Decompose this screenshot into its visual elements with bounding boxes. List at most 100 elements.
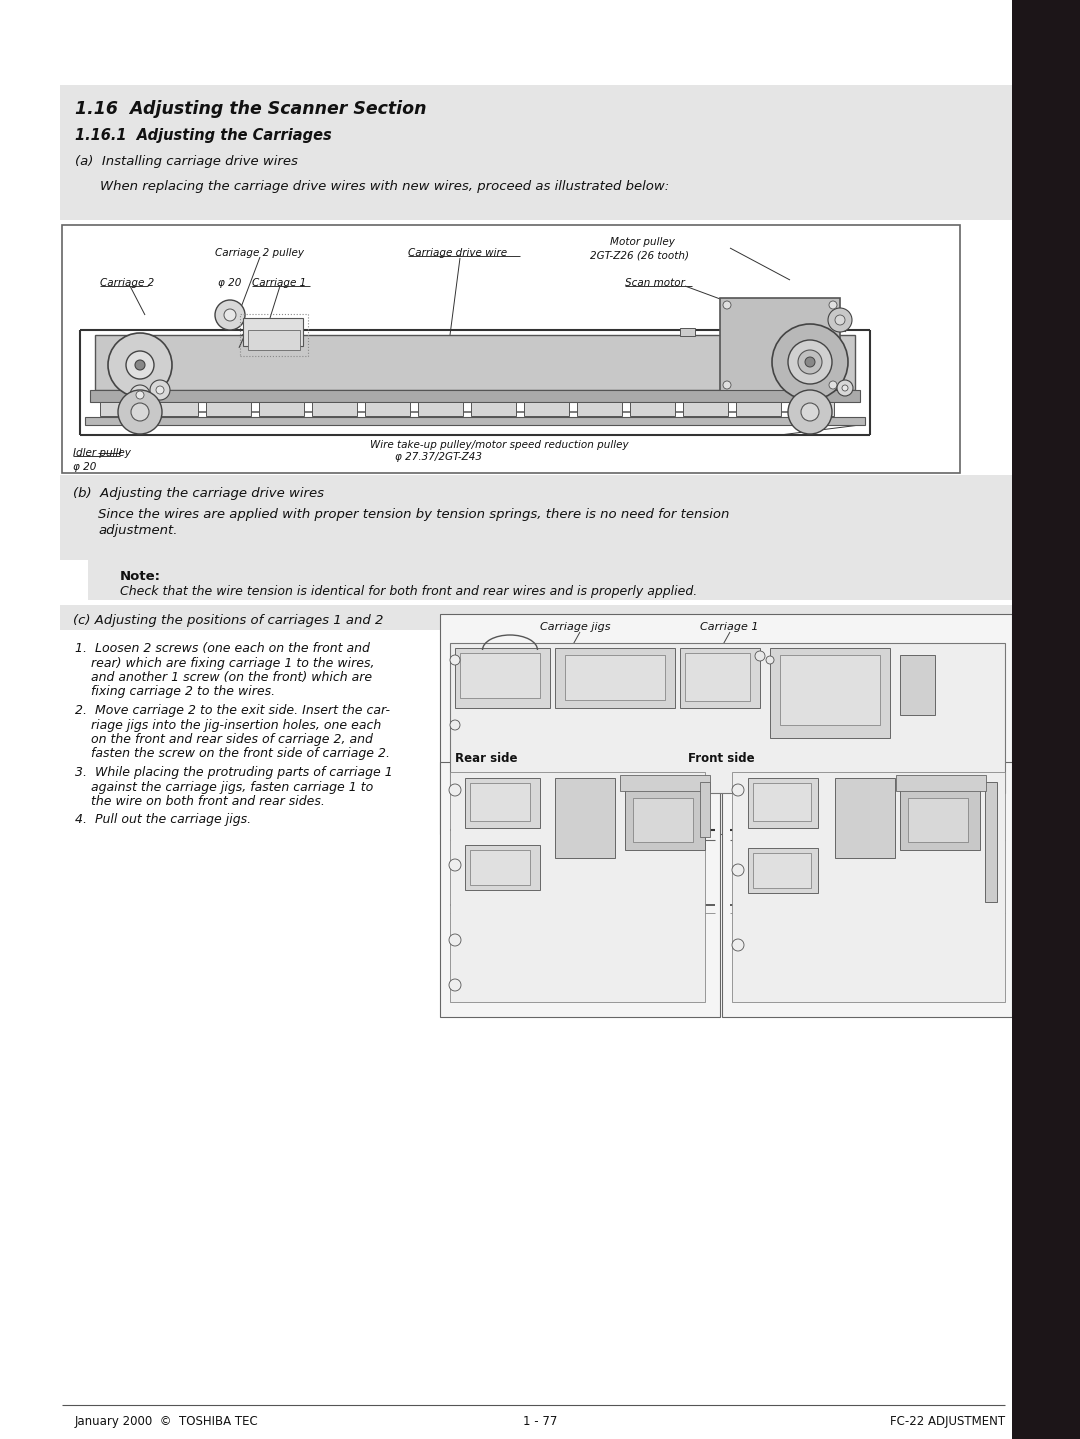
Text: Check that the wire tension is identical for both front and rear wires and is pr: Check that the wire tension is identical… [120,586,698,599]
Bar [450,771,705,1002]
Circle shape [798,350,822,374]
Bar [206,401,251,416]
Bar [0,0,1080,85]
Bar [753,853,811,888]
Circle shape [156,386,164,394]
Bar [555,648,675,708]
Circle shape [150,380,170,400]
Text: Note:: Note: [120,570,161,583]
Text: Front side: Front side [688,753,755,766]
Circle shape [118,390,162,435]
Circle shape [126,351,154,378]
Text: (c) Adjusting the positions of carriages 1 and 2: (c) Adjusting the positions of carriages… [73,614,383,627]
Text: Idler pulley: Idler pulley [73,448,131,458]
Bar [248,330,300,350]
Bar [620,776,710,791]
Text: fasten the screw on the front side of carriage 2.: fasten the screw on the front side of ca… [75,747,390,760]
Circle shape [450,720,460,730]
Bar [90,390,860,401]
Bar [732,771,1005,1002]
Circle shape [449,784,461,796]
Bar [770,648,890,738]
Bar [471,401,516,416]
Text: φ 20: φ 20 [218,278,241,288]
Bar [440,614,1012,835]
Bar [460,653,540,698]
Bar [555,778,615,858]
Text: January 2000  ©  TOSHIBA TEC: January 2000 © TOSHIBA TEC [75,1415,259,1427]
Bar [440,763,720,1017]
Text: 4.  Pull out the carriage jigs.: 4. Pull out the carriage jigs. [75,813,252,826]
Text: riage jigs into the jig-insertion holes, one each: riage jigs into the jig-insertion holes,… [75,718,381,731]
Bar [720,298,840,393]
Bar [680,328,696,335]
Circle shape [828,308,852,332]
Circle shape [449,979,461,991]
Text: 1 - 77: 1 - 77 [523,1415,557,1427]
Text: φ 27.37/2GT-Z43: φ 27.37/2GT-Z43 [395,452,482,462]
Circle shape [130,386,150,404]
Text: Carriage 1: Carriage 1 [252,278,307,288]
Bar [577,401,622,416]
Text: 1.16  Adjusting the Scanner Section: 1.16 Adjusting the Scanner Section [75,99,427,118]
Circle shape [805,357,815,367]
Bar [683,401,728,416]
Bar [896,776,986,791]
Text: Carriage drive wire: Carriage drive wire [408,248,508,258]
Text: fixing carriage 2 to the wires.: fixing carriage 2 to the wires. [75,685,275,698]
Circle shape [215,299,245,330]
Circle shape [766,656,774,663]
Bar [87,550,1012,600]
Circle shape [732,863,744,876]
Circle shape [136,391,144,399]
Bar [240,314,308,355]
Circle shape [723,301,731,309]
Bar [312,401,357,416]
Bar [450,643,1005,793]
Bar [470,850,530,885]
Circle shape [829,381,837,389]
Bar [735,401,781,416]
Bar [455,648,550,708]
Circle shape [829,301,837,309]
Text: and another 1 screw (on the front) which are: and another 1 screw (on the front) which… [75,671,373,684]
Bar [365,401,410,416]
Bar [985,781,997,902]
Circle shape [837,380,853,396]
Circle shape [788,340,832,384]
Bar [685,653,750,701]
Text: Wire take-up pulley/motor speed reduction pulley: Wire take-up pulley/motor speed reductio… [370,440,629,450]
Circle shape [842,386,848,391]
Text: adjustment.: adjustment. [98,524,177,537]
Bar [900,655,935,715]
Bar [465,778,540,827]
Text: Since the wires are applied with proper tension by tension springs, there is no : Since the wires are applied with proper … [98,508,729,521]
Bar [1012,0,1080,400]
Bar [95,335,855,390]
Bar [700,781,710,837]
Bar [565,655,665,699]
Bar [753,783,811,822]
Bar [153,401,198,416]
Bar [418,401,463,416]
Text: 2GT-Z26 (26 tooth): 2GT-Z26 (26 tooth) [590,250,689,260]
Bar [243,318,303,345]
Circle shape [788,390,832,435]
Text: Rear side: Rear side [455,753,517,766]
Circle shape [450,655,460,665]
Text: 3.  While placing the protruding parts of carriage 1: 3. While placing the protruding parts of… [75,766,393,778]
Bar [60,604,1012,630]
Bar [62,224,960,473]
Text: on the front and rear sides of carriage 2, and: on the front and rear sides of carriage … [75,732,373,745]
Bar [723,763,1012,1017]
Bar [60,85,1012,220]
Bar [259,401,303,416]
Bar [465,845,540,889]
Text: (b)  Adjusting the carriage drive wires: (b) Adjusting the carriage drive wires [73,486,324,499]
Bar [60,475,1012,560]
Text: Carriage jigs: Carriage jigs [540,622,610,632]
Circle shape [131,403,149,422]
Bar [789,401,834,416]
Bar [748,778,818,827]
Bar [524,401,569,416]
